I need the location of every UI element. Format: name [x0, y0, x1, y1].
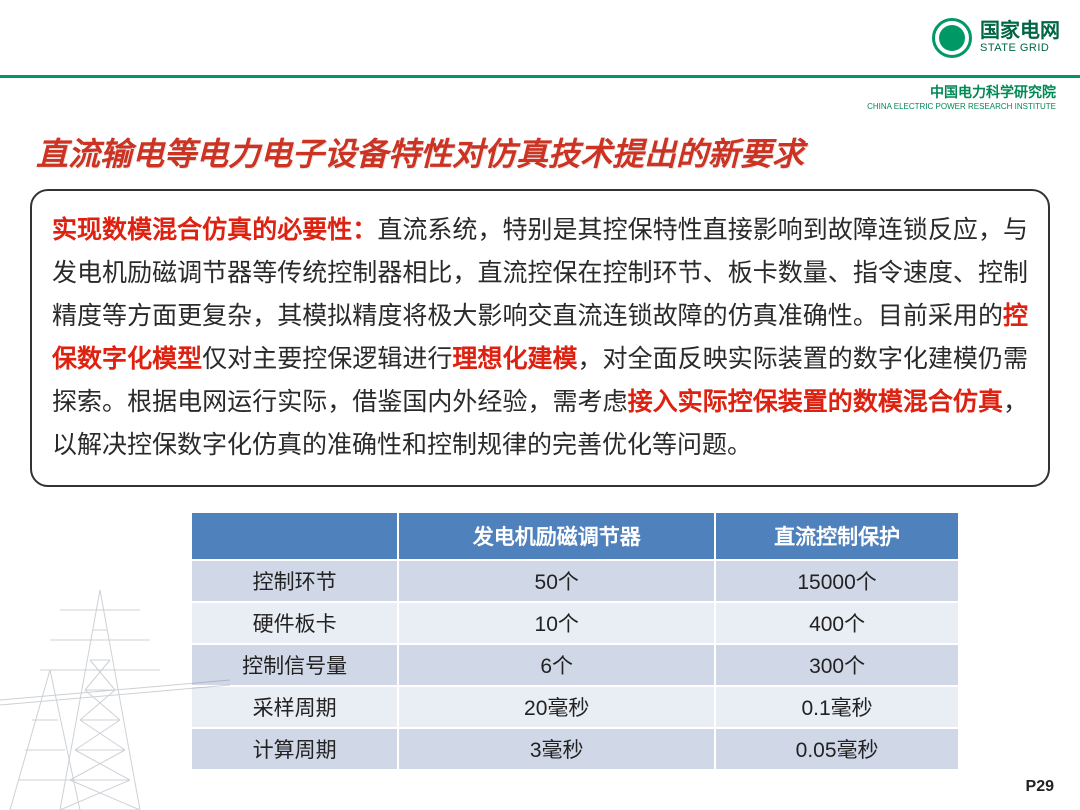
para-red4: 接入实际控保装置的数模混合仿真: [628, 388, 1003, 416]
table-cell: 3毫秒: [398, 728, 715, 770]
table-row: 控制信号量 6个 300个: [191, 644, 959, 686]
table-header-row: 发电机励磁调节器 直流控制保护: [191, 512, 959, 560]
table-row: 硬件板卡 10个 400个: [191, 602, 959, 644]
logo-cn-text: 国家电网: [980, 20, 1060, 42]
table-cell: 20毫秒: [398, 686, 715, 728]
table-cell: 控制环节: [191, 560, 398, 602]
state-grid-logo-icon: [932, 18, 972, 58]
table-cell: 控制信号量: [191, 644, 398, 686]
table-cell: 10个: [398, 602, 715, 644]
table-cell: 0.1毫秒: [715, 686, 959, 728]
comparison-table: 发电机励磁调节器 直流控制保护 控制环节 50个 15000个 硬件板卡 10个…: [190, 511, 960, 771]
table-row: 采样周期 20毫秒 0.1毫秒: [191, 686, 959, 728]
page-number: P29: [1026, 778, 1054, 796]
content-paragraph: 实现数模混合仿真的必要性：直流系统，特别是其控保特性直接影响到故障连锁反应，与发…: [30, 189, 1050, 487]
institute-en: CHINA ELECTRIC POWER RESEARCH INSTITUTE: [0, 102, 1080, 111]
page-title: 直流输电等电力电子设备特性对仿真技术提出的新要求: [0, 111, 1080, 189]
comparison-table-wrap: 发电机励磁调节器 直流控制保护 控制环节 50个 15000个 硬件板卡 10个…: [0, 487, 1080, 771]
table-cell: 0.05毫秒: [715, 728, 959, 770]
table-header-cell: [191, 512, 398, 560]
table-cell: 硬件板卡: [191, 602, 398, 644]
table-cell: 15000个: [715, 560, 959, 602]
table-header-cell: 发电机励磁调节器: [398, 512, 715, 560]
table-cell: 300个: [715, 644, 959, 686]
para-seg2: 仅对主要控保逻辑进行: [202, 345, 452, 373]
table-cell: 400个: [715, 602, 959, 644]
table-row: 控制环节 50个 15000个: [191, 560, 959, 602]
logo-block: 国家电网 STATE GRID: [932, 18, 1060, 58]
para-red3: 理想化建模: [452, 345, 577, 373]
table-cell: 6个: [398, 644, 715, 686]
table-header-cell: 直流控制保护: [715, 512, 959, 560]
table-row: 计算周期 3毫秒 0.05毫秒: [191, 728, 959, 770]
institute-cn: 中国电力科学研究院: [0, 78, 1080, 102]
table-cell: 采样周期: [191, 686, 398, 728]
table-cell: 计算周期: [191, 728, 398, 770]
table-cell: 50个: [398, 560, 715, 602]
logo-en-text: STATE GRID: [980, 42, 1060, 54]
para-lead: 实现数模混合仿真的必要性：: [52, 216, 377, 244]
header-bar: 国家电网 STATE GRID: [0, 0, 1080, 78]
